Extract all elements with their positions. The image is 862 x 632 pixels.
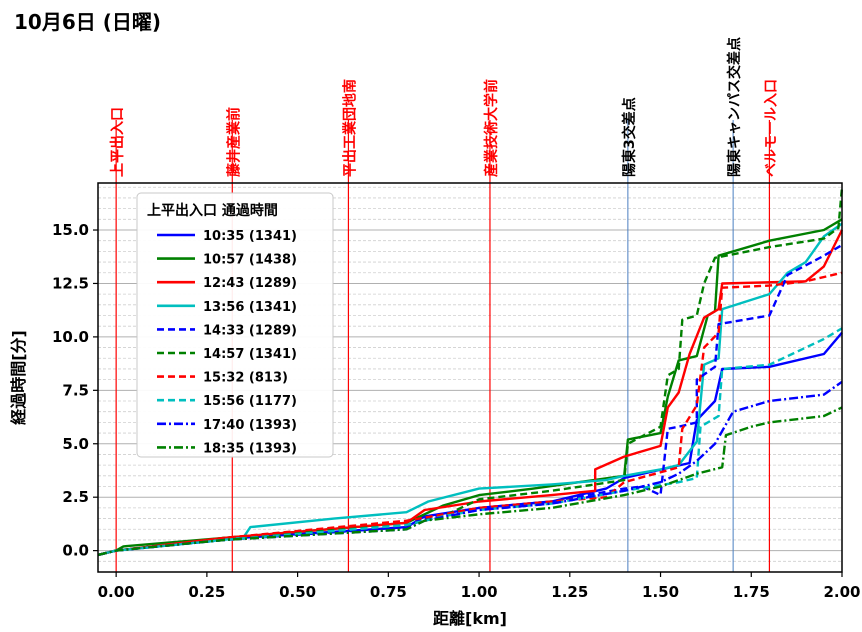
y-tick-label: 5.0 [62, 435, 89, 453]
series-line [97, 187, 844, 557]
y-tick-label: 2.5 [62, 488, 89, 506]
plot-frame [97, 182, 843, 573]
landmark-label: ベルモール入口 [763, 79, 779, 177]
landmark-label: 平出工業団地南 [341, 79, 358, 177]
x-tick-label: 0.50 [279, 583, 316, 601]
y-tick-label: 10.0 [52, 328, 89, 346]
y-tick-label: 12.5 [52, 274, 89, 292]
legend-entry: 18:35 (1393) [203, 441, 297, 456]
legend: 上平出入口 通過時間 10:35 (1341) 10:57 (1438) 12:43 … [136, 192, 334, 458]
x-axis: 0.00 0.25 0.50 0.75 1.00 1.25 1.50 1.75 2.00 [98, 572, 861, 601]
x-tick-label: 0.25 [188, 583, 225, 601]
legend-entry: 13:56 (1341) [203, 300, 297, 315]
series-line [97, 243, 843, 557]
legend-title: 上平出入口 通過時間 [147, 202, 278, 219]
landmark-lines [115, 120, 771, 572]
series-line [97, 380, 843, 557]
series-line [97, 406, 843, 557]
legend-entry: 10:35 (1341) [203, 229, 297, 244]
legend-entry: 10:57 (1438) [203, 253, 297, 268]
chart-title: 10月6日 (日曜) [14, 10, 161, 34]
x-tick-label: 1.50 [642, 583, 679, 601]
y-axis: 0.0 2.5 5.0 7.5 10.0 12.5 15.0 [52, 221, 98, 560]
legend-entry: 15:56 (1177) [203, 394, 297, 409]
landmark-label: 陽東3交差点 [621, 97, 638, 177]
x-tick-label: 0.00 [98, 583, 135, 601]
legend-entry: 14:57 (1341) [203, 347, 297, 362]
x-tick-label: 1.00 [461, 583, 498, 601]
legend-entry: 14:33 (1289) [203, 323, 297, 338]
landmark-label: 上平出入口 [109, 107, 126, 177]
x-tick-label: 1.75 [733, 583, 770, 601]
landmark-label: 産業技術大学前 [483, 79, 500, 177]
y-tick-label: 0.0 [62, 542, 89, 560]
x-tick-label: 1.25 [551, 583, 588, 601]
legend-entry: 15:32 (813) [203, 371, 288, 386]
x-axis-label: 距離[km] [433, 609, 507, 628]
series-layer [97, 187, 844, 557]
y-axis-label: 経過時間[分] [9, 330, 28, 425]
landmark-labels: 上平出入口 藤井産業前 平出工業団地南 産業技術大学前 陽東3交差点 陽東キャンパス交差点… [109, 37, 779, 177]
x-tick-label: 0.75 [370, 583, 407, 601]
x-tick-label: 2.00 [823, 583, 860, 601]
landmark-label: 藤井産業前 [225, 107, 242, 177]
legend-entry: 12:43 (1289) [203, 276, 297, 291]
legend-entry: 17:40 (1393) [203, 418, 297, 433]
y-tick-label: 7.5 [62, 381, 89, 399]
series-line [97, 331, 843, 557]
y-tick-label: 15.0 [52, 221, 89, 239]
series-line [97, 271, 843, 557]
landmark-label: 陽東キャンパス交差点 [726, 37, 743, 177]
